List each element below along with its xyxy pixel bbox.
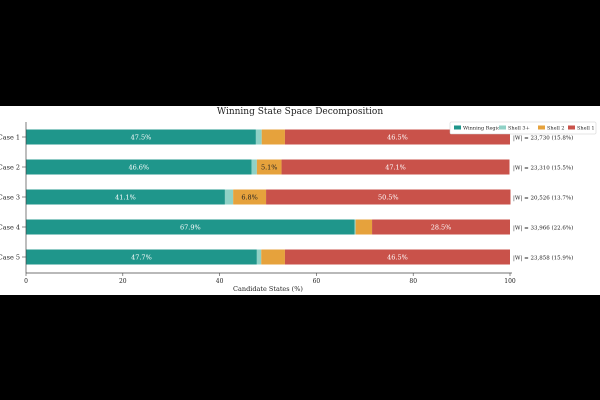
bar-segment-2-2 — [251, 159, 257, 175]
bar-label-5-1: 47.7% — [131, 254, 152, 262]
y-tick-label-4: Case 4 — [0, 224, 20, 232]
legend-label-2: Shell 3+ — [508, 126, 530, 132]
y-tick-label-5: Case 5 — [0, 254, 20, 262]
bar-label-2-1: 46.6% — [128, 164, 149, 172]
bar-segment-5-3 — [261, 249, 285, 265]
bar-label-2-4: 47.1% — [385, 164, 406, 172]
legend-swatch-2 — [499, 125, 506, 130]
bar-label-4-1: 67.9% — [180, 224, 201, 232]
x-tick-label-4: 60 — [313, 278, 321, 285]
bar-segment-2-1 — [26, 159, 252, 175]
legend-swatch-1 — [454, 125, 461, 130]
annotation-1: |W| = 23,730 (15.8%) — [513, 135, 573, 142]
legend: Winning Region Shell 3+ Shell 2 Shell 1 — [449, 121, 597, 135]
chart-canvas: Winning State Space Decomposition 47.5% 4… — [0, 106, 600, 295]
bar-segment-3-2 — [224, 189, 234, 205]
bar-label-3-1: 41.1% — [115, 194, 136, 202]
axes-group: Case 1 Case 2 Case 3 Case 4 Case 5 0 20 40 60 80 1… — [0, 122, 516, 285]
bar-label-5-4: 46.5% — [387, 254, 408, 262]
bar-segment-2-3 — [256, 159, 282, 175]
bar-label-1-4: 46.5% — [387, 134, 408, 142]
y-tick-label-2: Case 2 — [0, 164, 20, 172]
bar-label-3-4: 50.5% — [378, 194, 399, 202]
bar-label-3-3: 6.8% — [241, 194, 258, 202]
legend-swatch-3 — [538, 125, 545, 130]
legend-swatch-4 — [568, 125, 575, 130]
bar-segment-1-1 — [26, 129, 256, 145]
x-tick-label-5: 80 — [409, 278, 417, 285]
legend-label-3: Shell 2 — [547, 126, 565, 132]
bar-label-2-3: 5.1% — [261, 164, 278, 172]
bar-segment-4-2 — [354, 219, 356, 235]
annotation-4: |W| = 33,966 (22.6%) — [513, 225, 573, 232]
bars-group: 47.5% 46.5% |W| = 23,730 (15.8%) 46.6% 5.1% 4… — [26, 129, 573, 265]
bar-label-4-4: 28.5% — [431, 224, 452, 232]
bar-segment-4-1 — [26, 219, 355, 235]
x-tick-label-1: 0 — [24, 278, 28, 285]
x-axis-label: Candidate States (%) — [233, 285, 303, 293]
annotation-2: |W| = 23,310 (15.5%) — [513, 165, 573, 172]
bar-segment-3-4 — [266, 189, 511, 205]
y-tick-label-3: Case 3 — [0, 194, 20, 202]
bar-segment-4-3 — [355, 219, 373, 235]
x-tick-label-6: 100 — [504, 278, 516, 285]
bar-segment-2-4 — [281, 159, 510, 175]
legend-label-1: Winning Region — [463, 126, 504, 132]
annotation-3: |W| = 20,526 (13.7%) — [513, 195, 573, 202]
x-tick-label-3: 40 — [216, 278, 224, 285]
bar-segment-5-1 — [26, 249, 257, 265]
bar-segment-4-4 — [372, 219, 510, 235]
y-tick-label-1: Case 1 — [0, 134, 20, 142]
stacked-bar-chart: Winning State Space Decomposition 47.5% 4… — [0, 107, 597, 293]
bar-segment-5-4 — [284, 249, 510, 265]
bar-segment-5-2 — [256, 249, 262, 265]
bar-segment-3-3 — [233, 189, 267, 205]
legend-label-4: Shell 1 — [577, 126, 595, 132]
bar-label-1-1: 47.5% — [131, 134, 152, 142]
legend-box — [449, 121, 597, 135]
bar-segment-3-1 — [26, 189, 225, 205]
x-tick-label-2: 20 — [119, 278, 127, 285]
annotation-5: |W| = 23,858 (15.9%) — [513, 255, 573, 262]
chart-title: Winning State Space Decomposition — [217, 107, 383, 117]
bar-segment-1-2 — [255, 129, 262, 145]
bar-segment-1-3 — [261, 129, 285, 145]
